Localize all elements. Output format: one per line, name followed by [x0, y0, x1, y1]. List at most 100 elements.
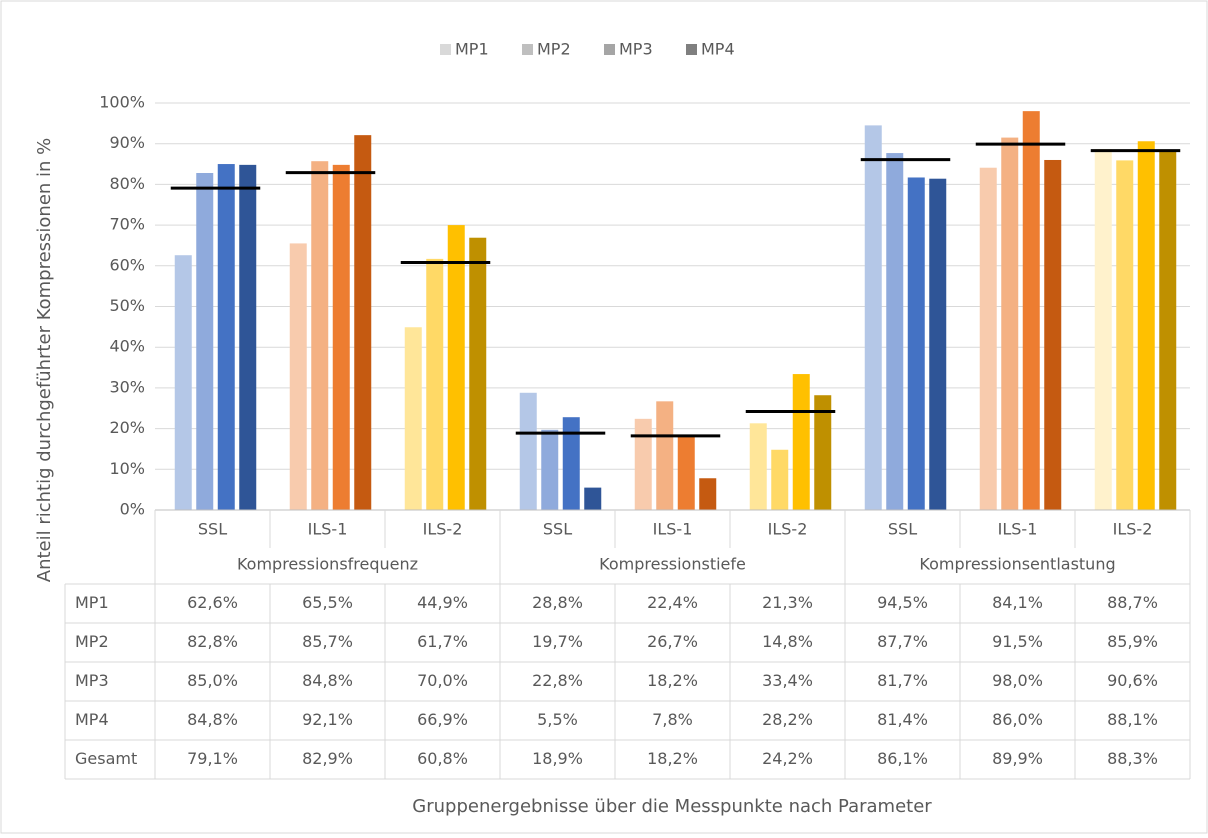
table-cell: 18,2%: [647, 749, 698, 768]
y-tick-label: 80%: [109, 174, 145, 193]
table-cell: 21,3%: [762, 593, 813, 612]
x-tick-label: SSL: [888, 520, 917, 539]
group-label: Kompressionsfrequenz: [237, 555, 418, 574]
bar: [864, 125, 882, 510]
table-cell: 98,0%: [992, 671, 1043, 690]
y-tick-label: 90%: [109, 133, 145, 152]
y-tick-label: 40%: [109, 337, 145, 356]
bar: [311, 161, 329, 511]
table-cell: 87,7%: [877, 632, 928, 651]
table-cell: 60,8%: [417, 749, 468, 768]
legend-label: MP1: [455, 40, 489, 59]
table-cell: 79,1%: [187, 749, 238, 768]
table-cell: 91,5%: [992, 632, 1043, 651]
bar: [1159, 151, 1177, 511]
y-tick-label: 20%: [109, 418, 145, 437]
bar: [979, 167, 997, 510]
table-cell: 22,4%: [647, 593, 698, 612]
bar: [289, 243, 307, 511]
table-cell: 65,5%: [302, 593, 353, 612]
bar: [771, 449, 789, 510]
table-cell: 81,7%: [877, 671, 928, 690]
table-cell: 7,8%: [652, 710, 693, 729]
table-cell: 88,3%: [1107, 749, 1158, 768]
table-cell: 92,1%: [302, 710, 353, 729]
legend-swatch: [440, 44, 451, 55]
x-tick-label: ILS-1: [998, 520, 1038, 539]
table-cell: 28,8%: [532, 593, 583, 612]
y-tick-label: 60%: [109, 255, 145, 274]
y-axis-title: Anteil richtig durchgeführter Kompressio…: [34, 138, 55, 583]
table-cell: 28,2%: [762, 710, 813, 729]
table-row-label: MP1: [75, 593, 109, 612]
bar: [541, 429, 559, 510]
y-tick-label: 30%: [109, 377, 145, 396]
x-axis-title: Gruppenergebnisse über die Messpunkte na…: [412, 796, 932, 817]
table-cell: 5,5%: [537, 710, 578, 729]
table-cell: 88,1%: [1107, 710, 1158, 729]
table-cell: 84,8%: [302, 671, 353, 690]
bar: [217, 164, 235, 511]
table-cell: 66,9%: [417, 710, 468, 729]
bar: [1116, 160, 1134, 510]
bar: [354, 135, 372, 510]
x-tick-label: ILS-2: [423, 520, 463, 539]
table-cell: 85,7%: [302, 632, 353, 651]
table-cell: 26,7%: [647, 632, 698, 651]
table-cell: 88,7%: [1107, 593, 1158, 612]
table-cell: 82,8%: [187, 632, 238, 651]
bar: [656, 401, 674, 510]
table-cell: 82,9%: [302, 749, 353, 768]
table-cell: 62,6%: [187, 593, 238, 612]
bar: [749, 423, 767, 510]
y-tick-label: 50%: [109, 296, 145, 315]
bar: [677, 435, 695, 510]
legend-label: MP2: [537, 40, 571, 59]
table-cell: 24,2%: [762, 749, 813, 768]
table-cell: 61,7%: [417, 632, 468, 651]
x-tick-label: ILS-1: [308, 520, 348, 539]
bar: [699, 478, 717, 510]
legend-swatch: [604, 44, 615, 55]
group-label: Kompressionsentlastung: [919, 555, 1115, 574]
bar: [886, 153, 904, 510]
legend-label: MP4: [701, 40, 735, 59]
table-cell: 89,9%: [992, 749, 1043, 768]
bar: [447, 225, 465, 510]
table-cell: 81,4%: [877, 710, 928, 729]
table-cell: 19,7%: [532, 632, 583, 651]
bar: [239, 164, 257, 510]
table-cell: 70,0%: [417, 671, 468, 690]
bar: [929, 178, 947, 510]
bar: [1137, 141, 1155, 510]
table-row-label: Gesamt: [75, 749, 137, 768]
y-tick-label: 100%: [99, 93, 145, 112]
bar: [404, 327, 422, 510]
bar: [1022, 111, 1040, 510]
table-cell: 14,8%: [762, 632, 813, 651]
bar: [174, 255, 192, 510]
x-tick-label: SSL: [198, 520, 227, 539]
table-row-label: MP3: [75, 671, 109, 690]
x-tick-label: ILS-2: [768, 520, 808, 539]
table-cell: 90,6%: [1107, 671, 1158, 690]
bar: [792, 374, 810, 510]
legend-label: MP3: [619, 40, 653, 59]
bar: [634, 418, 652, 510]
table-cell: 85,9%: [1107, 632, 1158, 651]
bar: [519, 392, 537, 510]
table-cell: 86,0%: [992, 710, 1043, 729]
table-cell: 18,2%: [647, 671, 698, 690]
bar: [814, 395, 832, 510]
x-tick-label: ILS-1: [653, 520, 693, 539]
bar: [1094, 148, 1112, 510]
bar: [1001, 137, 1019, 510]
table-cell: 22,8%: [532, 671, 583, 690]
bar: [196, 173, 214, 510]
legend-swatch: [522, 44, 533, 55]
table-cell: 33,4%: [762, 671, 813, 690]
table-cell: 84,8%: [187, 710, 238, 729]
bar: [584, 487, 602, 510]
table-row-label: MP2: [75, 632, 109, 651]
